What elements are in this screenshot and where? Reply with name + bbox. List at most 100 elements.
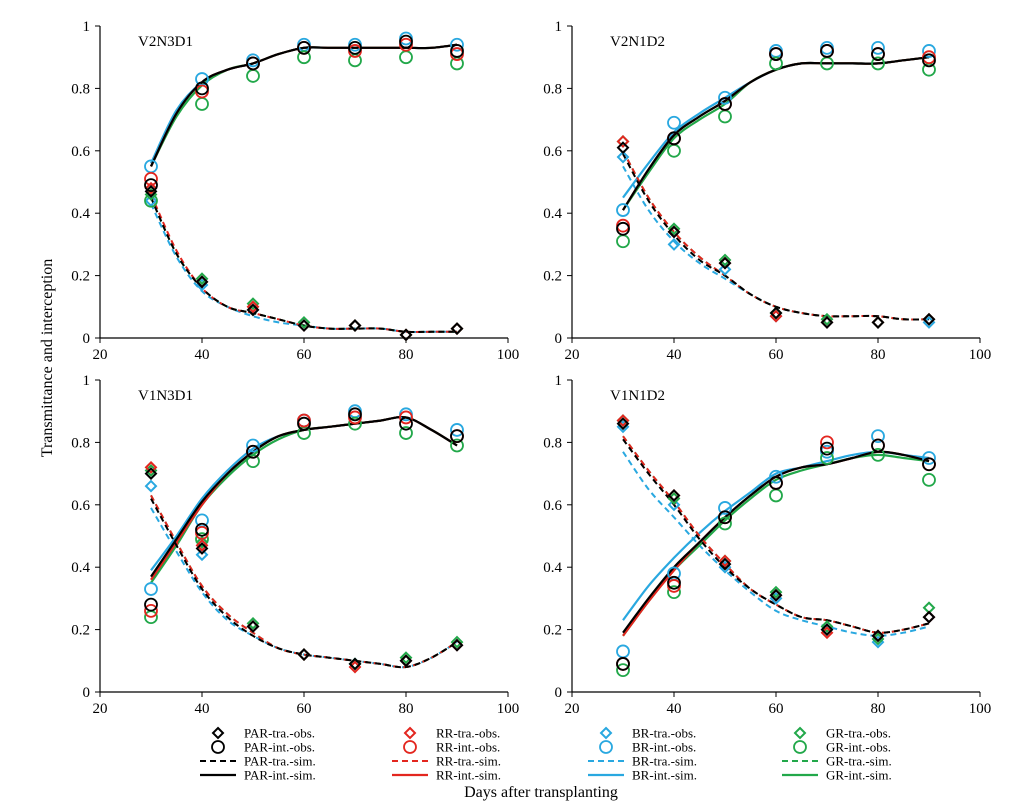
y-tick-label: 0.6: [543, 144, 562, 160]
legend-item-gr-int-sim: GR-int.-sim.: [782, 768, 892, 783]
gr-int-obs-point: [297, 50, 311, 65]
y-tick-label: 0: [555, 331, 563, 347]
legend-diamond-marker: [793, 726, 807, 740]
gr-int-obs-point: [246, 69, 260, 83]
par-tra-obs-point: [718, 557, 732, 571]
gr-tra-obs-point: [195, 272, 209, 286]
x-tick-label: 40: [667, 347, 682, 363]
y-tick-label: 1: [83, 19, 91, 35]
par-int-obs-point: [399, 416, 413, 431]
par-tra-obs-point: [667, 225, 681, 239]
gr-int-obs-point: [769, 488, 783, 503]
legend-item-par-int-obs: PAR-int.-obs.: [211, 740, 315, 755]
br-tra-obs-point: [667, 498, 681, 512]
legend-item-br-int-obs: BR-int.-obs.: [599, 740, 696, 755]
rr-int-sim-line: [622, 56, 930, 211]
par-tra-obs-point: [450, 322, 464, 336]
x-tick-label: 20: [93, 347, 108, 363]
legend-diamond-marker: [211, 726, 225, 740]
gr-int-obs-point: [399, 426, 413, 440]
rr-int-obs-point: [399, 410, 413, 425]
gr-tra-obs-point: [297, 315, 311, 329]
gr-tra-obs-point: [246, 616, 260, 630]
panel-title: V2N1D2: [610, 34, 665, 50]
gr-tra-obs-point: [769, 585, 783, 599]
par-tra-obs-point: [871, 629, 885, 643]
gr-int-obs-point: [195, 97, 209, 111]
br-tra-obs-point: [195, 548, 209, 562]
par-int-obs-point: [195, 522, 209, 537]
gr-tra-obs-point: [820, 620, 834, 633]
gr-int-sim-line: [622, 56, 930, 211]
br-int-obs-point: [718, 90, 732, 105]
par-int-obs-point: [399, 34, 413, 49]
rr-int-obs-point: [144, 603, 158, 618]
legend: PAR-tra.-obs.PAR-int.-obs.PAR-tra.-sim.P…: [200, 726, 892, 783]
y-tick-label: 0: [83, 685, 91, 701]
gr-int-obs-point: [348, 416, 362, 431]
x-tick-label: 60: [297, 701, 312, 717]
par-int-obs-point: [922, 457, 936, 472]
legend-label: RR-tra.-obs.: [436, 726, 500, 741]
legend-item-rr-tra-sim: RR-tra.-sim.: [392, 754, 501, 769]
gr-int-obs-point: [667, 143, 681, 158]
br-int-obs-point: [922, 44, 936, 58]
x-tick-label: 80: [871, 701, 886, 717]
br-tra-obs-point: [667, 237, 681, 251]
par-int-obs-point: [616, 221, 630, 236]
gr-tra-obs-point: [246, 297, 260, 311]
gr-int-sim-line: [150, 415, 458, 584]
legend-item-par-int-sim: PAR-int.-sim.: [200, 768, 316, 783]
panel-title: V1N1D2: [610, 388, 665, 404]
chart-panel-v2n3d1: 0 0.2 0.4 0.6 0.8 1 20 40 60 80 100 V2N3D1: [71, 19, 519, 363]
y-tick-label: 0.4: [543, 206, 562, 222]
y-tick-label: 0.4: [71, 206, 90, 222]
rr-tra-obs-point: [195, 538, 209, 552]
y-axis-title: Transmittance and interception: [39, 259, 56, 457]
panel-title: V2N3D1: [138, 34, 193, 50]
legend-label: RR-tra.-sim.: [436, 754, 501, 769]
par-int-obs-point: [450, 429, 464, 444]
par-int-obs-point: [820, 44, 834, 58]
par-int-obs-point: [195, 81, 209, 96]
legend-item-br-tra-obs: BR-tra.-obs.: [599, 726, 696, 741]
par-int-obs-point: [246, 56, 260, 71]
gr-int-obs-point: [399, 50, 413, 65]
br-int-obs-point: [871, 429, 885, 444]
legend-circle-marker: [599, 740, 613, 754]
legend-item-gr-tra-sim: GR-tra.-sim.: [782, 754, 892, 769]
x-tick-label: 100: [497, 347, 520, 363]
par-tra-obs-point: [246, 620, 260, 633]
legend-label: RR-int.-sim.: [436, 768, 501, 783]
gr-int-obs-point: [616, 663, 630, 678]
gr-tra-obs-point: [399, 651, 413, 665]
legend-item-rr-tra-obs: RR-tra.-obs.: [403, 726, 500, 741]
legend-label: PAR-tra.-obs.: [244, 726, 315, 741]
br-int-obs-point: [769, 469, 783, 484]
legend-item-par-tra-obs: PAR-tra.-obs.: [211, 726, 315, 741]
y-tick-label: 0.4: [71, 560, 90, 576]
legend-circle-marker: [403, 740, 417, 754]
legend-label: PAR-tra.-sim.: [244, 754, 316, 769]
br-int-sim-line: [622, 56, 930, 199]
legend-item-rr-int-sim: RR-int.-sim.: [392, 768, 501, 783]
par-tra-obs-point: [820, 315, 834, 329]
y-tick-label: 0.8: [543, 435, 562, 451]
br-tra-obs-point: [616, 150, 630, 164]
par-int-obs-point: [616, 657, 630, 671]
x-tick-label: 80: [399, 701, 414, 717]
par-tra-sim-line: [150, 197, 457, 334]
br-int-obs-point: [922, 451, 936, 465]
x-tick-label: 20: [565, 701, 580, 717]
gr-int-obs-point: [195, 532, 209, 547]
gr-int-obs-point: [144, 193, 158, 208]
gr-tra-obs-point: [871, 315, 885, 329]
x-tick-label: 60: [297, 347, 312, 363]
x-tick-label: 20: [93, 701, 108, 717]
rr-tra-obs-point: [616, 414, 630, 427]
par-int-obs-point: [718, 97, 732, 111]
y-tick-label: 1: [555, 19, 563, 35]
par-tra-obs-point: [348, 657, 362, 671]
par-int-obs-point: [769, 476, 783, 490]
